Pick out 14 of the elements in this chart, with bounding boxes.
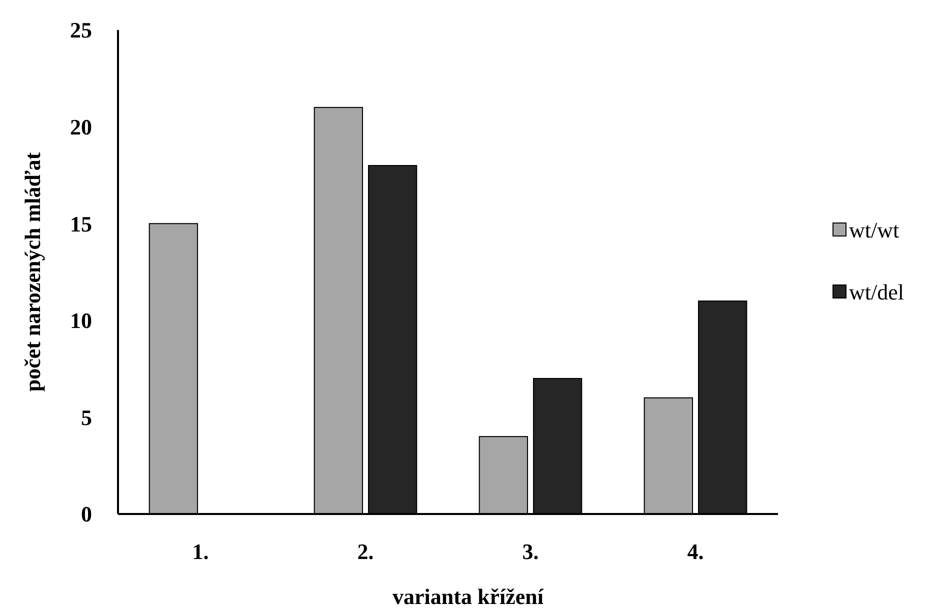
y-tick-label: 10 xyxy=(70,308,92,334)
x-tick-label: 3. xyxy=(522,539,539,564)
x-tick-label: 4. xyxy=(687,539,704,564)
y-tick-label: 0 xyxy=(81,502,92,527)
x-tick-label: 2. xyxy=(357,539,374,564)
y-tick-label: 20 xyxy=(70,114,92,140)
x-tick-label: 1. xyxy=(192,539,209,564)
y-tick-label: 25 xyxy=(70,18,92,43)
legend-label: wt/wt xyxy=(849,218,900,243)
y-tick-label: 5 xyxy=(81,404,92,430)
x-axis-title: varianta křížení xyxy=(392,584,544,609)
y-axis-title: počet narozených mláďat xyxy=(20,152,45,392)
legend-label: wt/del xyxy=(849,280,904,305)
y-tick-label: 15 xyxy=(70,211,92,236)
